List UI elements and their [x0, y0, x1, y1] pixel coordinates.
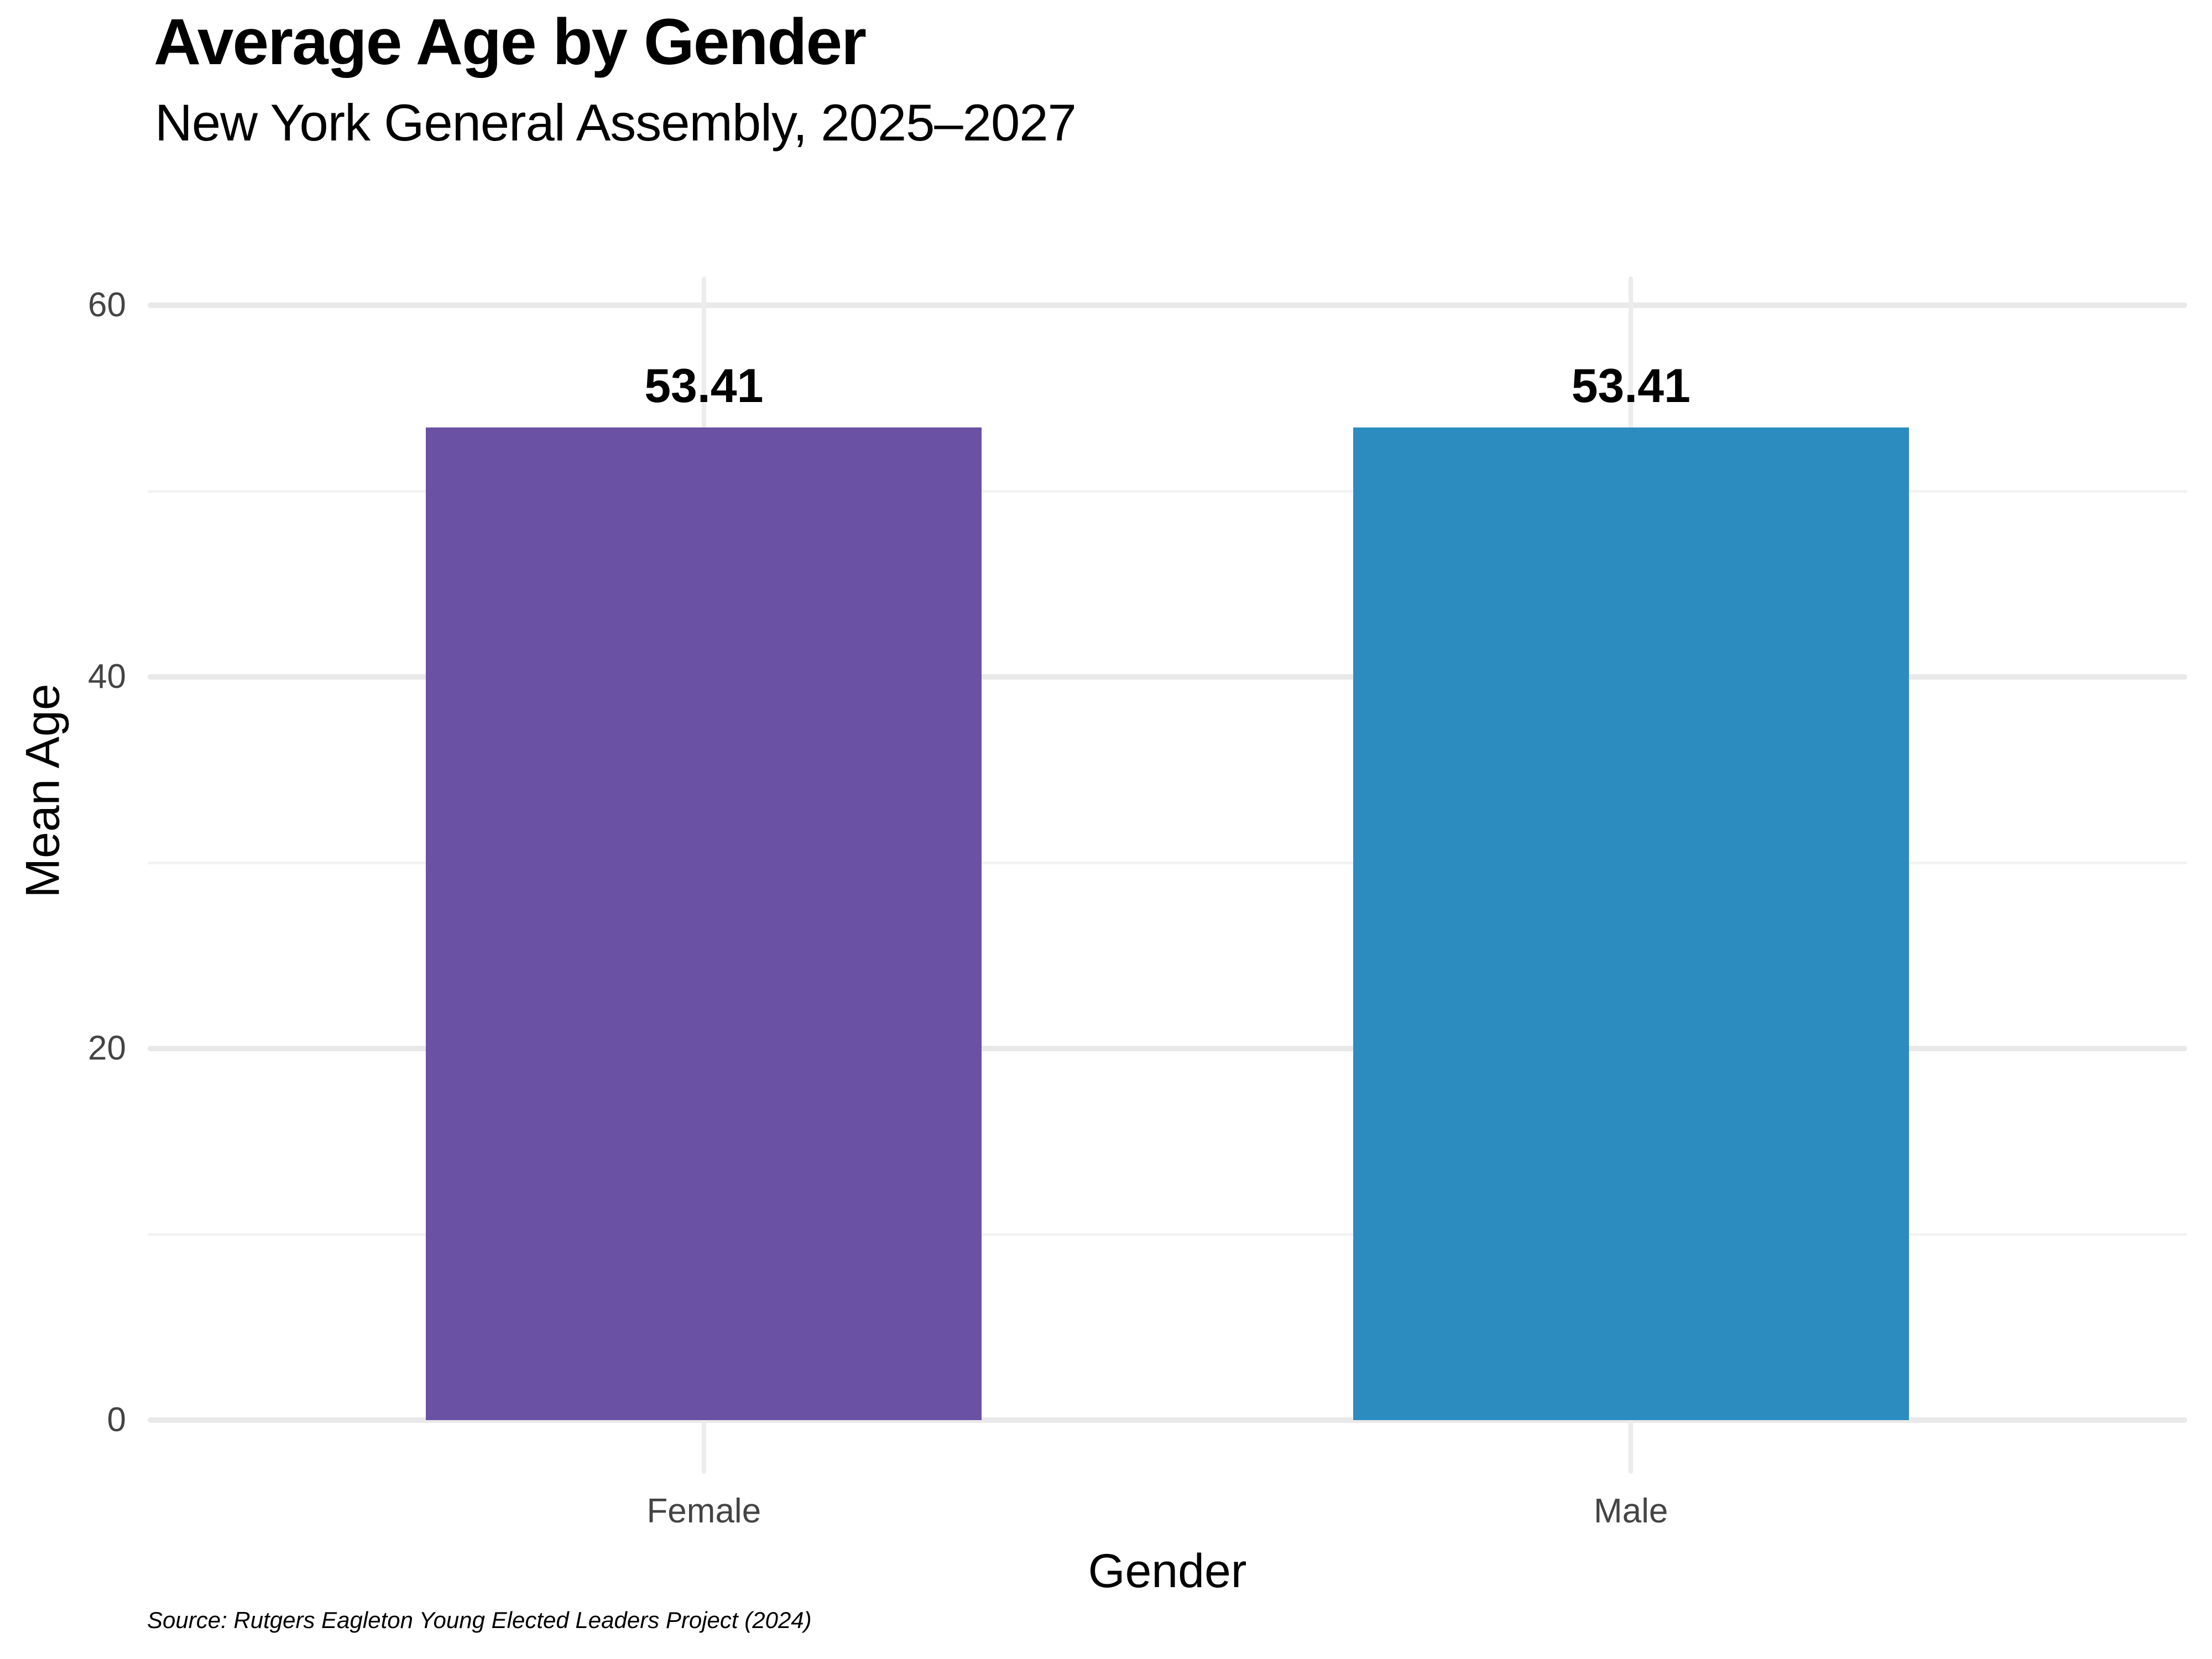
bar-value-label-female: 53.41 [644, 359, 764, 413]
gridline-minor-y-30 [148, 862, 2187, 864]
x-axis-title: Gender [1088, 1545, 1247, 1598]
source-caption: Source: Rutgers Eagleton Young Elected L… [147, 1607, 812, 1633]
gridline-major-y-60 [148, 302, 2187, 308]
y-tick-label-60: 60 [88, 286, 126, 324]
chart-subtitle: New York General Assembly, 2025–2027 [155, 93, 1077, 152]
plot-area: 53.41 53.41 [148, 276, 2187, 1474]
x-tick-label-male: Male [1593, 1492, 1668, 1530]
x-tick-label-female: Female [646, 1492, 761, 1530]
gridline-major-y-40 [148, 674, 2187, 680]
gridline-minor-y-50 [148, 490, 2187, 493]
bar-value-label-male: 53.41 [1571, 359, 1691, 413]
y-axis-title: Mean Age [16, 684, 70, 898]
bar-female [426, 427, 982, 1420]
chart-title: Average Age by Gender [154, 6, 867, 79]
y-tick-label-20: 20 [88, 1029, 126, 1067]
bar-male [1353, 427, 1909, 1420]
gridline-minor-y-10 [148, 1233, 2187, 1236]
y-tick-label-40: 40 [88, 658, 126, 696]
gridline-major-y-0 [148, 1417, 2187, 1423]
gridline-major-y-20 [148, 1046, 2187, 1051]
y-tick-label-0: 0 [107, 1401, 126, 1439]
